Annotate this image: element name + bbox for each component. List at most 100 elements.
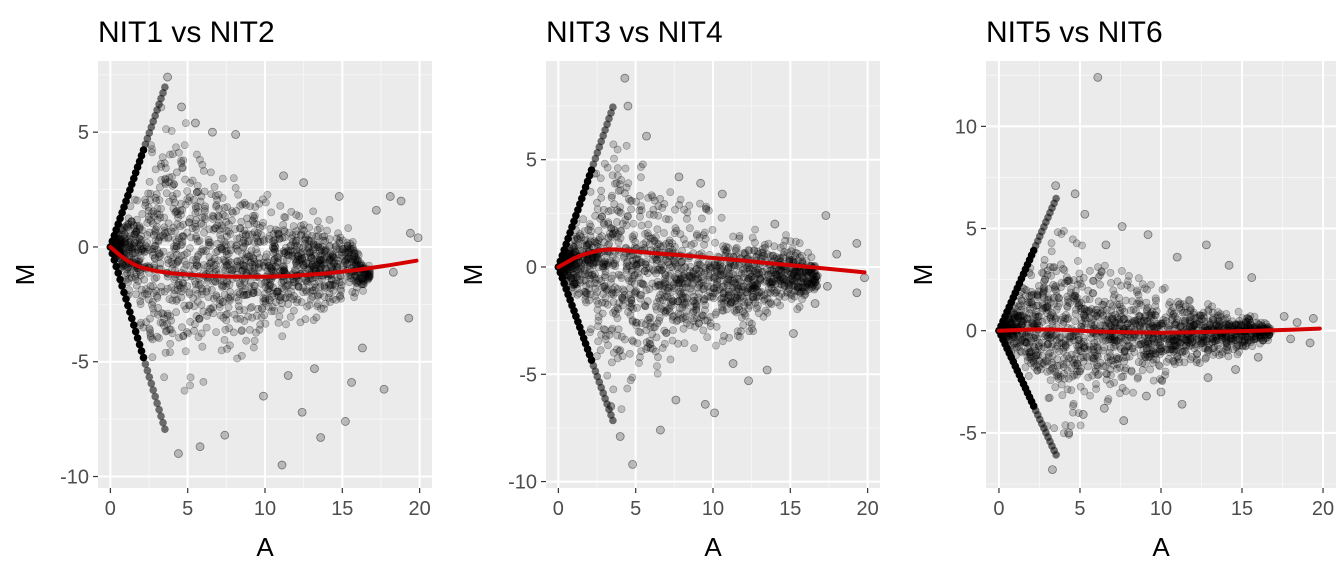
data-point [628,232,637,241]
data-point [597,193,606,202]
data-point [156,318,165,327]
data-point [691,322,699,331]
data-point [293,295,302,304]
data-point [126,235,135,244]
data-point [344,224,353,232]
data-point [161,348,170,357]
data-point [333,259,342,268]
data-point [273,257,282,266]
data-point [252,245,260,254]
data-point [192,285,200,294]
data-point [1173,315,1182,324]
data-point [751,225,759,234]
data-point [280,213,289,221]
data-point [1042,315,1051,324]
data-point [358,280,367,289]
y-tick-label: 0 [966,321,977,343]
data-point [251,261,260,270]
outlier-point [347,377,356,387]
data-point [193,290,202,298]
y-tick-label: -10 [508,472,537,494]
data-point [302,276,311,285]
data-point [186,178,195,187]
data-point [319,255,328,263]
data-point [250,228,259,237]
data-point [278,332,287,341]
data-point [166,348,174,356]
data-point [623,212,632,221]
y-tick-label: 0 [526,257,537,279]
data-point [172,250,181,259]
data-point [352,279,361,287]
data-point [326,284,335,292]
data-point [313,302,322,311]
data-point [272,287,281,296]
data-point [1034,351,1042,359]
x-axis-label: A [1152,532,1170,562]
data-point [776,301,784,310]
data-point [186,317,195,326]
data-point [162,189,171,198]
data-point [1106,365,1115,374]
data-point [303,277,312,286]
data-point [1188,337,1197,346]
data-point [257,231,266,239]
data-point [1047,247,1056,256]
data-point [1094,273,1103,282]
outlier-point [744,376,753,386]
data-point [163,319,172,328]
data-point [127,217,136,226]
outlier-point [259,391,268,401]
data-point [585,296,594,305]
data-point [116,241,125,250]
data-point [249,286,258,295]
data-point [1059,347,1068,356]
data-point [235,306,244,315]
data-point [120,230,129,239]
data-point [130,241,139,250]
data-point [148,148,156,157]
data-point [697,313,706,322]
data-point [162,125,170,134]
data-point [142,243,151,252]
data-point [348,288,357,296]
data-point [1080,387,1089,396]
data-point [268,242,277,251]
outlier-point [1080,209,1090,219]
x-tick-label: 0 [105,498,116,520]
data-point [152,222,161,231]
data-point [143,290,151,299]
data-point [120,230,129,238]
data-point [735,234,744,243]
data-point [320,281,329,290]
outlier-point [396,196,406,206]
data-point [298,255,306,264]
data-point [123,263,132,272]
data-point [209,225,218,234]
data-point [303,302,311,311]
data-point [255,325,264,334]
data-point [181,347,190,356]
data-point [194,250,203,259]
data-point [343,238,352,247]
data-point [205,259,214,268]
outlier-point [810,299,820,308]
data-point [292,230,300,239]
data-point [295,258,303,267]
data-point [1238,341,1247,350]
data-point [772,288,781,297]
data-point [144,215,153,224]
data-point [193,237,202,246]
data-point [668,239,677,248]
data-point [665,215,673,224]
data-point [131,238,139,247]
data-point [1133,286,1142,295]
data-point [315,224,324,233]
outlier-point [1231,365,1240,374]
data-point [183,228,192,237]
data-point [273,252,282,261]
y-tick-label: 0 [78,237,89,259]
x-tick-label: 5 [182,498,193,520]
data-point [348,242,357,251]
data-point [648,330,657,338]
